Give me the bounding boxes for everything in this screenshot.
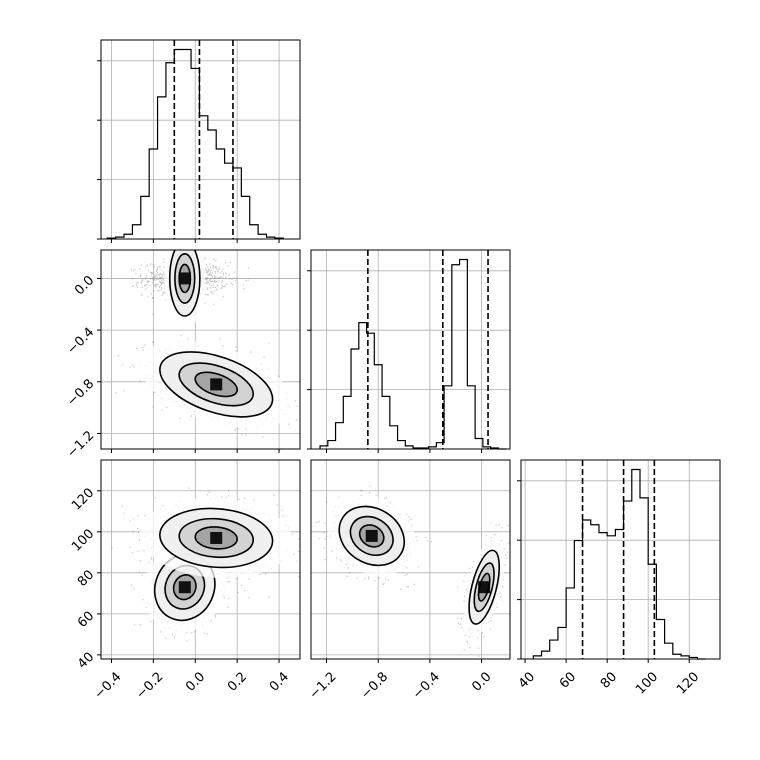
pair-frame-0: [100, 249, 301, 450]
xtick-label-2-2: 80: [598, 669, 620, 691]
contour-line-1-1-2: [194, 526, 239, 550]
density-core-1-0: [178, 581, 191, 594]
contour-line-0-1-0: [159, 351, 274, 418]
contour-line-0-0-0: [168, 250, 201, 317]
pair-panel-0-2: [97, 459, 301, 663]
ytick-label-2-0: 40: [75, 650, 97, 672]
xtick-label-0-3: 0.2: [225, 669, 250, 694]
xtick-label-2-0: 40: [516, 669, 538, 691]
xtick-label-2-4: 120: [674, 669, 702, 697]
hist-frame-1: [310, 249, 511, 450]
density-core-1-1: [210, 531, 223, 544]
pair-frame-2: [310, 459, 511, 660]
pair-frame-1: [100, 459, 301, 660]
pair-content-1: [101, 460, 300, 659]
contour-line-2-0-1: [349, 515, 394, 557]
contour-line-0-1-2: [194, 371, 239, 398]
ytick-label-1-2: −0.4: [64, 325, 97, 358]
xtick-label-0-4: 0.4: [267, 669, 292, 694]
xtick-label-1-0: −1.2: [307, 669, 340, 702]
density-core-2-0: [365, 529, 378, 542]
xtick-label-2-1: 60: [557, 669, 579, 691]
contour-line-2-1-1: [473, 562, 495, 613]
contour-line-2-1-2: [477, 572, 491, 602]
hist-panel-0: [97, 39, 301, 243]
hist-panel-1: [307, 249, 511, 453]
histogram-1: [319, 258, 507, 450]
pair-content-0: [101, 250, 300, 449]
hist-frame-0: [100, 39, 301, 240]
contour-line-2-0-2: [358, 524, 385, 548]
contour-line-1-0-2: [172, 574, 197, 601]
contour-line-0-1-1: [178, 362, 255, 407]
ytick-label-1-1: −0.8: [64, 377, 97, 410]
xtick-label-1-1: −0.8: [358, 669, 391, 702]
contour-line-2-0-0: [338, 505, 405, 567]
xtick-label-0-1: −0.2: [133, 669, 166, 702]
contour-line-1-1-1: [178, 517, 255, 559]
histogram-2: [532, 468, 706, 660]
contour-line-0-0-2: [178, 263, 192, 294]
contour-line-0-0-1: [174, 252, 196, 304]
ytick-label-2-1: 60: [75, 609, 97, 631]
contour-line-2-1-0: [468, 549, 501, 625]
xtick-label-2-3: 100: [633, 669, 661, 697]
density-core-0-0: [178, 272, 191, 285]
pair-panel-1-2: [310, 459, 511, 663]
xtick-label-1-2: −0.4: [410, 669, 443, 702]
hist-panel-2: [517, 459, 721, 663]
ytick-label-1-0: −1.2: [64, 428, 97, 461]
xtick-label-1-3: 0.0: [469, 669, 494, 694]
ytick-label-2-4: 120: [69, 485, 97, 513]
contour-line-1-1-0: [159, 507, 274, 569]
pair-panel-0-1: [97, 249, 301, 453]
pair-content-2: [311, 460, 510, 659]
xtick-label-0-2: 0.0: [183, 669, 208, 694]
ytick-label-2-2: 80: [75, 568, 97, 590]
density-core-2-1: [478, 581, 491, 594]
hist-frame-2: [520, 459, 721, 660]
ytick-label-2-3: 100: [69, 527, 97, 555]
ytick-label-1-3: 0.0: [72, 273, 97, 298]
density-core-0-1: [210, 378, 223, 391]
xtick-label-0-0: −0.4: [92, 669, 125, 702]
